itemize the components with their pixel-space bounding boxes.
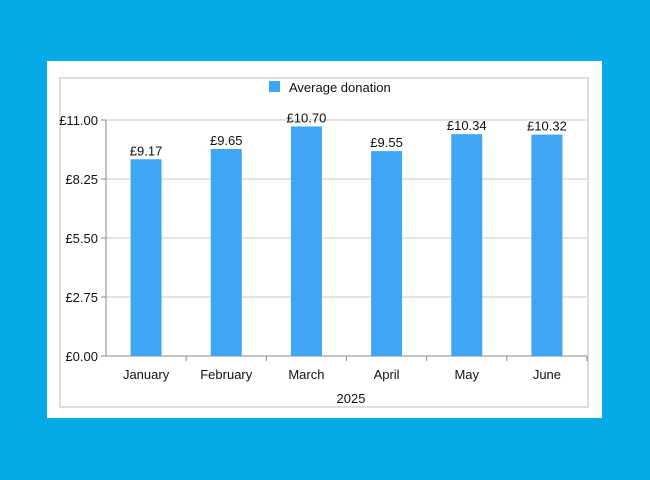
legend: Average donation xyxy=(269,80,391,95)
gridlines xyxy=(106,119,587,357)
x-tick-label: June xyxy=(533,367,561,382)
plot-frame xyxy=(59,77,589,408)
chart-card: £9.17 £9.65 £10.70 £9.55 £10.34 £10.32 £0.00 £… xyxy=(47,61,602,418)
x-tick-label: April xyxy=(374,367,400,382)
bar-february xyxy=(210,148,242,356)
y-tick-label: £5.50 xyxy=(65,231,98,246)
x-tick-label: January xyxy=(123,367,170,382)
bars: £9.17 £9.65 £10.70 £9.55 £10.34 £10.32 xyxy=(130,110,567,356)
y-tick-label: £8.25 xyxy=(65,172,98,187)
x-tick-label: May xyxy=(454,367,479,382)
data-label: £9.17 xyxy=(130,143,163,158)
data-label: £9.55 xyxy=(370,135,403,150)
bar-april xyxy=(371,151,403,356)
bar-chart: £9.17£9.65£10.70£9.55£10.34 £10.32 £0.00£… xyxy=(59,77,589,408)
y-tick-label: £0.00 xyxy=(65,349,98,364)
data-label: £9.65 xyxy=(210,133,243,148)
data-label: £10.32 xyxy=(527,119,567,134)
axes: £0.00 £2.75 £5.50 £8.25 £11.00 January Februar… xyxy=(59,113,588,382)
bar-march xyxy=(290,126,322,356)
bar-june xyxy=(531,134,563,356)
x-tick-label: February xyxy=(200,367,253,382)
legend-swatch xyxy=(269,81,280,92)
y-tick-label: £2.75 xyxy=(65,290,98,305)
x-axis-title: 2025 xyxy=(337,391,366,406)
data-label: £10.34 xyxy=(447,118,487,133)
bar-may xyxy=(451,134,483,356)
legend-label: Average donation xyxy=(289,80,391,95)
bar-january xyxy=(130,159,162,356)
data-label: £10.70 xyxy=(287,110,327,125)
y-tick-label: £11.00 xyxy=(59,113,98,128)
x-tick-label: March xyxy=(288,367,324,382)
